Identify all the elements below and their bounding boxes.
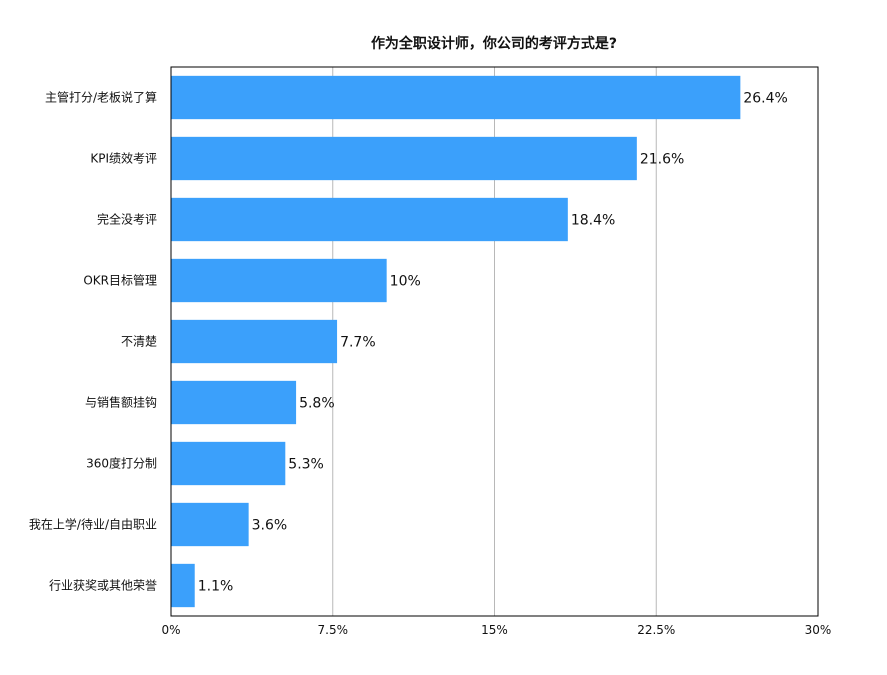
- category-label: 主管打分/老板说了算: [45, 90, 157, 105]
- x-tick-label: 22.5%: [637, 623, 675, 637]
- bar: [171, 380, 297, 425]
- data-label: 5.3%: [288, 457, 324, 473]
- category-label: 不清楚: [121, 335, 157, 349]
- data-label: 7.7%: [340, 335, 376, 351]
- data-label: 1.1%: [198, 579, 234, 595]
- category-label: 我在上学/待业/自由职业: [29, 517, 157, 532]
- data-label: 10%: [390, 274, 421, 290]
- bar: [171, 502, 249, 547]
- bar: [171, 197, 568, 242]
- category-label: OKR目标管理: [83, 273, 157, 288]
- bar: [171, 136, 637, 181]
- bar: [171, 563, 195, 608]
- data-labels: 26.4% 21.6% 18.4% 10% 7.7% 5.8% 5.3% 3.6% 1.1%: [198, 91, 788, 595]
- bar: [171, 319, 338, 364]
- x-tick-label: 30%: [805, 623, 832, 637]
- x-tick-label: 15%: [481, 623, 508, 637]
- data-label: 5.8%: [299, 396, 335, 412]
- data-label: 21.6%: [640, 152, 684, 168]
- category-label: 360度打分制: [86, 456, 157, 471]
- category-label: KPI绩效考评: [90, 151, 157, 166]
- data-label: 18.4%: [571, 213, 615, 229]
- bars: [171, 75, 741, 608]
- bar: [171, 441, 286, 486]
- data-label: 26.4%: [743, 91, 787, 107]
- category-label: 完全没考评: [97, 212, 157, 227]
- plot-frame: [170, 66, 819, 617]
- category-label: 行业获奖或其他荣誉: [49, 579, 157, 593]
- x-tick-label: 7.5%: [318, 623, 349, 637]
- category-label: 与销售额挂钩: [85, 395, 157, 410]
- data-label: 3.6%: [252, 518, 288, 534]
- chart-title: 作为全职设计师，你公司的考评方式是?: [371, 35, 617, 52]
- x-tick-label: 0%: [161, 623, 180, 637]
- bar: [171, 258, 387, 303]
- bar: [171, 75, 741, 120]
- x-tick-labels: 0% 7.5% 15% 22.5% 30%: [161, 623, 831, 637]
